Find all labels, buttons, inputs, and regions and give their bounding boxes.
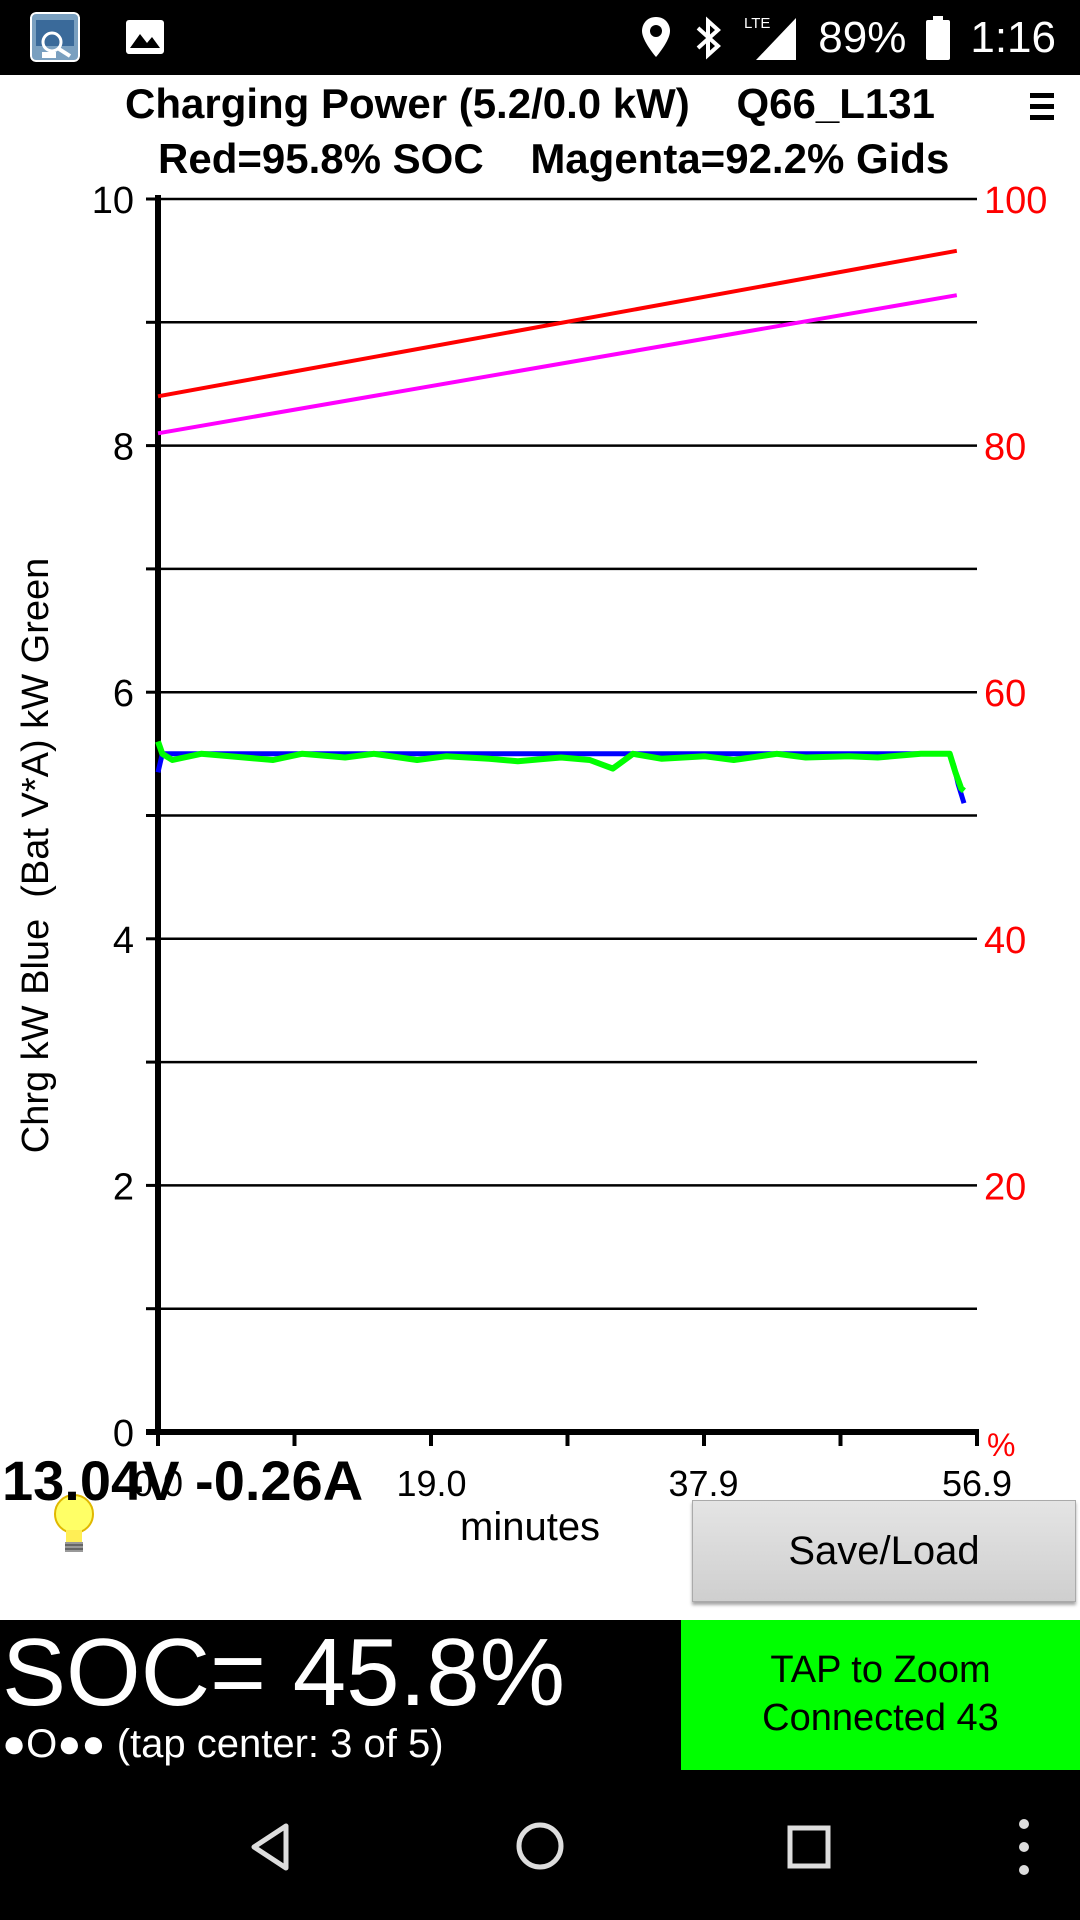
x-tick-label: 56.9: [942, 1463, 1012, 1500]
location-icon: [642, 16, 671, 57]
lightbulb-icon[interactable]: [52, 1492, 96, 1558]
y-tick-label: 10: [92, 180, 134, 222]
clock: 1:16: [970, 12, 1056, 62]
y2-tick-label: 100: [984, 180, 1047, 222]
y2-unit-label: %: [987, 1427, 1015, 1463]
y-tick-label: 6: [113, 673, 134, 715]
app-icon: [30, 12, 80, 62]
y2-tick-label: 80: [984, 427, 1026, 469]
svg-text:LTE: LTE: [744, 15, 770, 32]
tap-to-zoom-label: TAP to Zoom: [770, 1649, 991, 1691]
series-line-3: [157, 293, 958, 436]
x-tick-label: 0.0: [133, 1463, 183, 1500]
y-tick-label: 8: [113, 427, 134, 469]
series-line-1: [155, 740, 966, 794]
y-tick-label: 4: [113, 920, 134, 962]
image-icon: [126, 20, 164, 54]
x-axis-label: minutes: [460, 1505, 601, 1549]
status-right: LTE 89% 1:16: [638, 0, 1056, 75]
signal-icon: LTE: [744, 15, 797, 60]
page-indicator[interactable]: ●O●● (tap center: 3 of 5): [2, 1722, 444, 1766]
y2-tick-label: 40: [984, 920, 1026, 962]
x-tick-label: 19.0: [396, 1463, 466, 1500]
connection-status: Connected 43: [762, 1697, 999, 1739]
save-load-button[interactable]: Save/Load: [692, 1500, 1076, 1602]
y2-tick-label: 60: [984, 673, 1026, 715]
status-left-icons: [30, 12, 170, 62]
charging-power-chart[interactable]: 0 2 4 6 8 10 20 40 60 80 100% 0.0 19.0 37.9 56.9 Chrg k…: [0, 0, 1080, 1500]
status-bar: LTE 89% 1:16: [0, 0, 1080, 75]
voltage-current-readout: 13.04V -0.26A: [2, 1449, 364, 1512]
home-icon[interactable]: [514, 1820, 566, 1872]
battery-icon: [926, 15, 951, 60]
back-icon[interactable]: [248, 1822, 292, 1872]
y-axis-label: Chrg kW Blue (Bat V*A) kW Green: [15, 558, 57, 1154]
soc-readout[interactable]: SOC= 45.8%: [2, 1619, 565, 1726]
tap-to-zoom-button[interactable]: TAP to Zoom Connected 43: [681, 1620, 1080, 1770]
y-tick-label: 0: [113, 1413, 134, 1455]
more-vert-icon[interactable]: [1012, 1816, 1036, 1878]
overflow-menu-icon[interactable]: [1030, 88, 1060, 128]
x-tick-label: 37.9: [668, 1463, 738, 1500]
battery-percent: 89%: [818, 12, 907, 62]
series-line-2: [157, 248, 958, 399]
recents-icon[interactable]: [786, 1824, 832, 1870]
navigation-bar: [0, 1780, 1080, 1920]
y2-tick-label: 20: [984, 1166, 1026, 1208]
bluetooth-icon: [696, 16, 722, 59]
y-tick-label: 2: [113, 1166, 134, 1208]
